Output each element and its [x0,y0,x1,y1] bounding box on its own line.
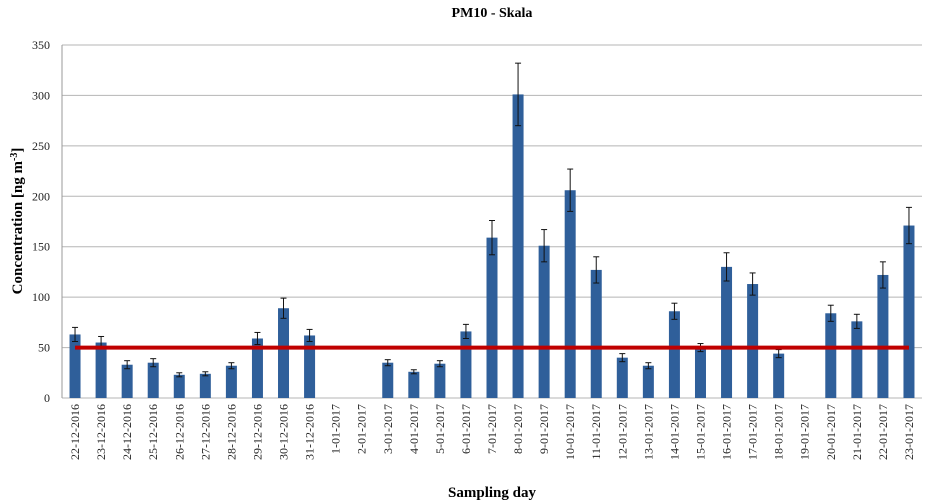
x-axis-label: Sampling day [448,485,536,501]
y-tick-label: 300 [32,88,50,102]
x-tick-label: 9-01-2017 [537,404,551,454]
bar [851,321,863,398]
bars [69,94,915,399]
bar [642,365,654,398]
x-tick-label: 5-01-2017 [433,404,447,454]
bar [95,342,107,398]
x-tick-label: 22-12-2016 [68,404,82,460]
bar [825,313,837,398]
bar [538,245,550,398]
x-tick-label: 15-01-2017 [693,404,707,460]
bar [251,338,263,398]
bar [486,237,498,398]
x-tick-label: 23-01-2017 [902,404,916,460]
bar [69,334,81,398]
x-tick-label: 29-12-2016 [250,404,264,460]
x-tick-label: 30-12-2016 [277,404,291,460]
bar [173,374,185,398]
bar [903,225,915,398]
bar [512,94,524,399]
bar [694,347,706,398]
bar [668,311,680,398]
x-tick-label: 19-01-2017 [798,404,812,460]
x-tick-label: 17-01-2017 [746,404,760,460]
bar [199,373,211,398]
bar [460,331,472,398]
x-tick-label: 7-01-2017 [485,404,499,454]
x-tick-label: 23-12-2016 [94,404,108,460]
x-tick-label: 24-12-2016 [120,404,134,460]
bar [225,365,237,398]
bar [408,371,420,398]
bar [278,308,290,398]
x-tick-label: 8-01-2017 [511,404,525,454]
bar [616,357,628,398]
bar [721,266,733,398]
x-tick-label: 18-01-2017 [772,404,786,460]
x-tick-label: 14-01-2017 [667,404,681,460]
x-tick-label: 6-01-2017 [459,404,473,454]
bar [590,269,602,398]
x-tick-label: 3-01-2017 [381,404,395,454]
bar [747,284,759,398]
x-tick-label: 21-01-2017 [850,404,864,460]
x-tick-label: 11-01-2017 [589,404,603,460]
bar [773,353,785,398]
bar [382,362,394,398]
bar [564,190,576,398]
x-tick-label: 22-01-2017 [876,404,890,460]
y-tick-label: 150 [32,240,50,254]
bar [147,362,159,398]
x-tick-label: 31-12-2016 [303,404,317,460]
x-tick-label: 2-01-2017 [355,404,369,454]
x-tick-label: 27-12-2016 [198,404,212,460]
x-tick-label: 28-12-2016 [224,404,238,460]
x-tick-label: 26-12-2016 [172,404,186,460]
x-tick-label: 12-01-2017 [615,404,629,460]
x-tick-label: 10-01-2017 [563,404,577,460]
y-tick-label: 100 [32,290,50,304]
x-tick-label: 25-12-2016 [146,404,160,460]
x-tick-labels: 22-12-2016 23-12-2016 24-12-2016 25-12-2016… [68,404,916,460]
bar [877,274,889,398]
y-tick-label: 200 [32,189,50,203]
y-tick-label: 0 [44,391,50,405]
x-tick-label: 1-01-2017 [329,404,343,454]
bar [434,363,446,398]
y-tick-labels: 0 50 100 150 200 250 300 350 [32,38,50,405]
x-tick-label: 20-01-2017 [824,404,838,460]
bar [121,364,133,398]
x-tick-label: 13-01-2017 [641,404,655,460]
x-tick-label: 16-01-2017 [720,404,734,460]
y-tick-label: 350 [32,38,50,52]
y-tick-label: 250 [32,139,50,153]
x-tick-label: 4-01-2017 [407,404,421,454]
y-tick-label: 50 [38,341,50,355]
chart-title: PM10 - Skala [452,6,533,21]
y-axis-label: Concentration [ng m-3] [9,148,27,295]
bar [304,335,316,398]
